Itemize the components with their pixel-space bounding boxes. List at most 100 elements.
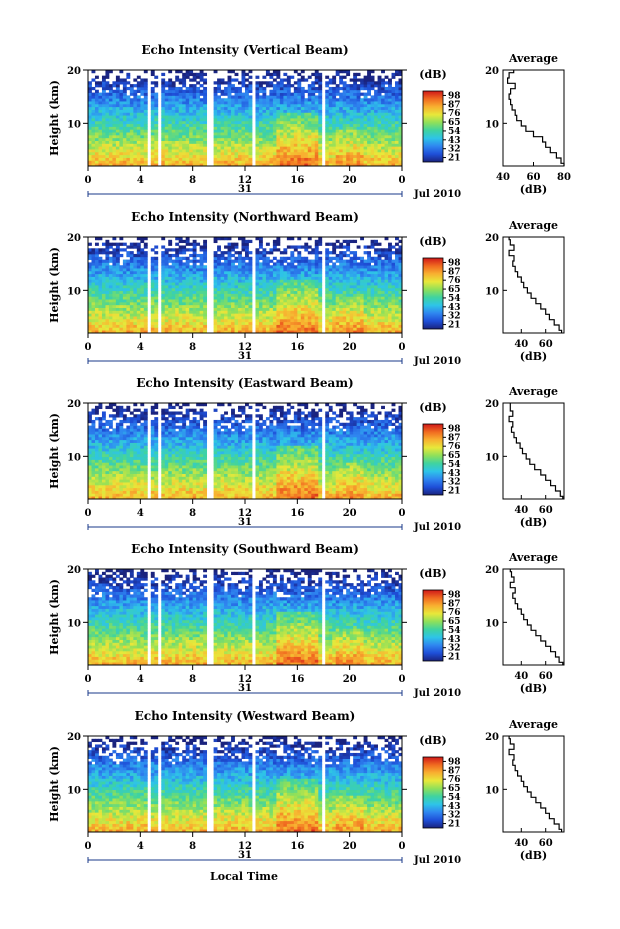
y-axis-label: Height (km) bbox=[48, 579, 61, 655]
y-tick-label: 20 bbox=[67, 233, 81, 244]
x-tick-label: 8 bbox=[189, 175, 196, 186]
date-label: Jul 2010 bbox=[413, 688, 461, 699]
average-x-label: (dB) bbox=[520, 350, 547, 363]
y-tick-label: 10 bbox=[67, 286, 81, 297]
colorbar-tick-label: 65 bbox=[448, 118, 461, 128]
avg-y-tick-label: 20 bbox=[485, 732, 499, 743]
avg-x-tick-label: 60 bbox=[527, 172, 541, 183]
avg-x-tick-label: 40 bbox=[514, 505, 528, 516]
panel-title: Echo Intensity (Westward Beam) bbox=[135, 709, 356, 723]
x-tick-label: 4 bbox=[137, 508, 144, 519]
x-tick-label: 0 bbox=[85, 841, 92, 852]
x-tick-label: 0 bbox=[399, 674, 406, 685]
x-tick-label: 0 bbox=[399, 508, 406, 519]
x-tick-label: 4 bbox=[137, 674, 144, 685]
colorbar bbox=[422, 423, 444, 496]
y-tick-label: 20 bbox=[67, 565, 81, 576]
x-tick-label: 0 bbox=[85, 342, 92, 353]
average-profile-line bbox=[509, 569, 564, 665]
colorbar-tick-label: 87 bbox=[448, 766, 461, 776]
y-tick-label: 10 bbox=[67, 618, 81, 629]
panel-title: Echo Intensity (Vertical Beam) bbox=[141, 43, 348, 57]
average-profile-line bbox=[507, 70, 565, 166]
colorbar-tick-label: 76 bbox=[448, 109, 461, 119]
average-title: Average bbox=[508, 219, 558, 232]
beam-panel: Echo Intensity (Northward Beam) 10 20 Heigh… bbox=[48, 210, 565, 367]
colorbar-tick-label: 87 bbox=[448, 599, 461, 609]
x-tick-label: 16 bbox=[290, 175, 304, 186]
date-label: Jul 2010 bbox=[413, 855, 461, 866]
day-label: 31 bbox=[238, 351, 252, 362]
x-tick-label: 8 bbox=[189, 674, 196, 685]
day-label: 31 bbox=[238, 517, 252, 528]
x-tick-label: 12 bbox=[238, 841, 252, 852]
x-tick-label: 0 bbox=[399, 841, 406, 852]
average-profile-line bbox=[508, 736, 563, 832]
colorbar-tick-label: 21 bbox=[448, 820, 461, 830]
beam-panel: Echo Intensity (Eastward Beam) 10 20 Height… bbox=[48, 376, 565, 533]
x-tick-label: 20 bbox=[343, 175, 357, 186]
average-title: Average bbox=[508, 52, 558, 65]
x-tick-label: 16 bbox=[290, 841, 304, 852]
colorbar-tick-label: 65 bbox=[448, 285, 461, 295]
colorbar-tick-label: 32 bbox=[448, 811, 461, 821]
y-tick-label: 20 bbox=[67, 66, 81, 77]
average-frame bbox=[502, 236, 565, 334]
colorbar-tick-label: 43 bbox=[448, 635, 461, 645]
average-x-label: (dB) bbox=[520, 516, 547, 529]
colorbar-unit: (dB) bbox=[419, 235, 446, 248]
date-label: Jul 2010 bbox=[413, 356, 461, 367]
avg-x-tick-label: 60 bbox=[539, 838, 553, 849]
colorbar-tick-label: 54 bbox=[448, 460, 461, 470]
colorbar-tick-label: 54 bbox=[448, 127, 461, 137]
colorbar-tick-label: 32 bbox=[448, 145, 461, 155]
colorbar-tick-label: 54 bbox=[448, 294, 461, 304]
avg-y-tick-label: 10 bbox=[485, 785, 499, 796]
avg-x-tick-label: 40 bbox=[514, 671, 528, 682]
avg-x-tick-label: 80 bbox=[557, 172, 571, 183]
avg-x-tick-label: 40 bbox=[514, 339, 528, 350]
colorbar-tick-label: 32 bbox=[448, 644, 461, 654]
colorbar-tick-label: 98 bbox=[448, 258, 461, 268]
average-x-label: (dB) bbox=[520, 682, 547, 695]
avg-y-tick-label: 10 bbox=[485, 618, 499, 629]
x-tick-label: 0 bbox=[85, 175, 92, 186]
average-frame bbox=[502, 69, 565, 167]
colorbar-tick-label: 43 bbox=[448, 303, 461, 313]
avg-y-tick-label: 20 bbox=[485, 66, 499, 77]
colorbar-tick-label: 43 bbox=[448, 136, 461, 146]
colorbar-tick-label: 21 bbox=[448, 653, 461, 663]
x-tick-label: 16 bbox=[290, 342, 304, 353]
colorbar-tick-label: 65 bbox=[448, 617, 461, 627]
y-tick-label: 20 bbox=[67, 732, 81, 743]
average-x-label: (dB) bbox=[520, 849, 547, 862]
heatmap-cells bbox=[88, 736, 403, 833]
colorbar-tick-label: 65 bbox=[448, 451, 461, 461]
avg-x-tick-label: 60 bbox=[539, 339, 553, 350]
colorbar bbox=[422, 257, 444, 330]
avg-y-tick-label: 10 bbox=[485, 119, 499, 130]
x-tick-label: 0 bbox=[85, 508, 92, 519]
beam-panel: Echo Intensity (Westward Beam) 10 20 Height… bbox=[48, 709, 565, 866]
average-frame bbox=[502, 402, 565, 500]
panel-title: Echo Intensity (Southward Beam) bbox=[131, 542, 359, 556]
heatmap-cells bbox=[88, 403, 403, 500]
x-tick-label: 20 bbox=[343, 674, 357, 685]
y-axis-label: Height (km) bbox=[48, 80, 61, 156]
colorbar-tick-label: 98 bbox=[448, 424, 461, 434]
y-axis-label: Height (km) bbox=[48, 247, 61, 323]
colorbar-tick-label: 21 bbox=[448, 154, 461, 164]
average-title: Average bbox=[508, 551, 558, 564]
colorbar-tick-label: 54 bbox=[448, 793, 461, 803]
avg-x-tick-label: 40 bbox=[514, 838, 528, 849]
x-tick-label: 0 bbox=[399, 175, 406, 186]
colorbar bbox=[422, 589, 444, 662]
colorbar-tick-label: 76 bbox=[448, 276, 461, 286]
colorbar-tick-label: 76 bbox=[448, 775, 461, 785]
colorbar-tick-label: 76 bbox=[448, 442, 461, 452]
avg-x-tick-label: 60 bbox=[539, 505, 553, 516]
avg-y-tick-label: 20 bbox=[485, 233, 499, 244]
average-frame bbox=[502, 735, 565, 833]
x-axis-label: Local Time bbox=[210, 870, 278, 883]
